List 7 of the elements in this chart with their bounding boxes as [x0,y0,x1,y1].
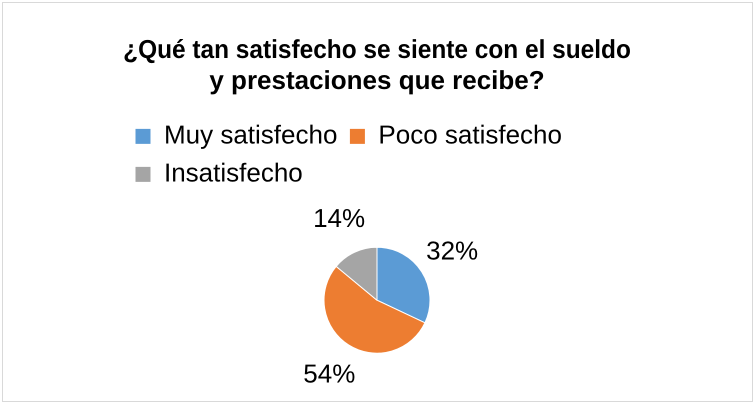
legend-label: Insatisfecho [164,158,303,188]
data-label: 32% [426,236,478,266]
chart-title: ¿Qué tan satisfecho se siente con el sueldo y prestaciones que recibe? [123,35,631,95]
data-label: 54% [303,358,356,389]
data-label: 14% [313,202,366,233]
legend-label: Muy satisfecho [164,120,338,150]
legend-label: Poco satisfecho [378,120,562,150]
